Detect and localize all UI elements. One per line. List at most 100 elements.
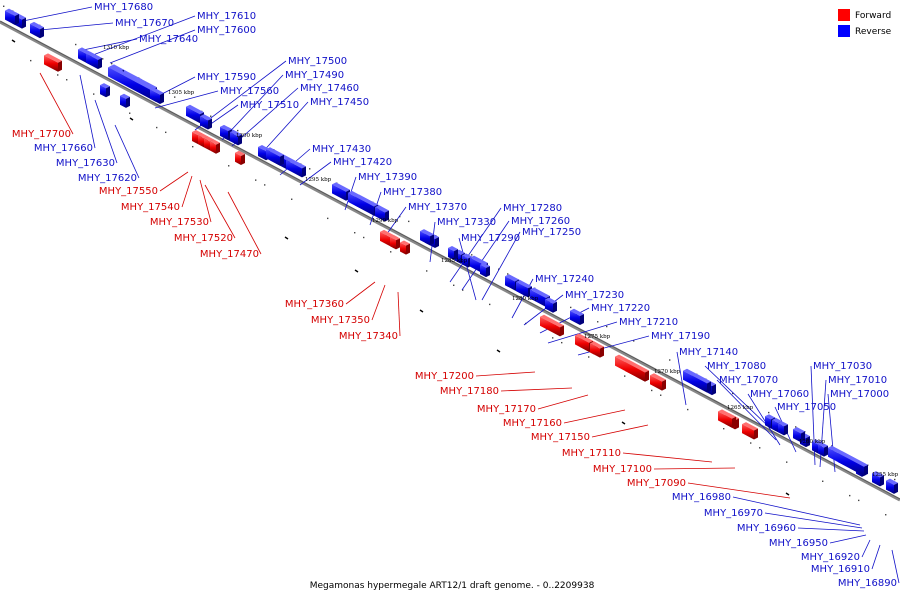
gene-label-mhy-17030: MHY_17030	[813, 361, 872, 372]
legend-reverse-swatch	[838, 25, 850, 37]
gene-label-mhy-16970: MHY_16970	[704, 508, 763, 519]
position-dot	[786, 461, 788, 463]
gene-label-mhy-17290: MHY_17290	[461, 233, 520, 244]
position-dot	[507, 273, 509, 275]
gene-block-mhy-17630	[100, 83, 110, 98]
gene-block-mhy-17660	[86, 51, 102, 70]
gene-block-mhy-17160	[615, 354, 649, 382]
position-dot	[210, 115, 212, 117]
position-dot	[111, 62, 113, 65]
position-dot	[174, 96, 176, 98]
gene-label-mhy-17210: MHY_17210	[619, 317, 678, 328]
connector-mhy-17280	[449, 207, 502, 283]
gene-block-mhy-17620	[120, 93, 130, 108]
gene-label-mhy-17060: MHY_17060	[750, 389, 809, 400]
gene-label-mhy-17640: MHY_17640	[139, 34, 198, 45]
gene-block-mhy-17140	[683, 368, 711, 393]
connector-mhy-17060	[747, 393, 781, 446]
connector-mhy-17680	[17, 6, 93, 23]
connector-mhy-17490	[221, 74, 284, 141]
gene-block-mhy-17280	[448, 245, 458, 261]
position-dot	[498, 268, 500, 270]
connector-mhy-16910	[871, 544, 881, 570]
gene-label-mhy-17460: MHY_17460	[300, 83, 359, 94]
gene-block	[886, 478, 898, 494]
connector-mhy-17090	[687, 482, 791, 499]
position-dot	[102, 58, 104, 60]
position-dot	[237, 129, 239, 132]
connector-mhy-17160	[563, 409, 626, 424]
connector-mhy-17660	[79, 74, 96, 149]
gene-label-mhy-17180: MHY_17180	[440, 386, 499, 397]
legend: Forward Reverse	[838, 9, 892, 37]
gene-block-mhy-17520	[210, 139, 220, 154]
gene-label-mhy-17220: MHY_17220	[591, 303, 650, 314]
gene-label-mhy-17200: MHY_17200	[415, 371, 474, 382]
connector-mhy-17180	[500, 387, 573, 392]
gene-label-mhy-17700: MHY_17700	[12, 129, 71, 140]
connector-mhy-17140	[676, 351, 687, 406]
gene-block-mhy-17250	[480, 262, 490, 278]
connector-mhy-17700	[39, 72, 74, 135]
gene-label-mhy-17390: MHY_17390	[358, 172, 417, 183]
position-dot	[462, 289, 464, 291]
gene-labels: MHY_17680MHY_17670MHY_17610MHY_17600MHY_…	[12, 2, 897, 589]
position-dot	[3, 5, 5, 7]
gene-block-mhy-17210	[545, 297, 557, 313]
gene-label-mhy-17520: MHY_17520	[174, 233, 233, 244]
gene-label-mhy-16960: MHY_16960	[737, 523, 796, 534]
gene-label-mhy-17090: MHY_17090	[627, 478, 686, 489]
tick-label-1265: 1265 kbp	[727, 405, 754, 411]
gene-label-mhy-17610: MHY_17610	[197, 11, 256, 22]
connector-mhy-16920	[861, 539, 871, 558]
position-dot	[894, 478, 896, 481]
position-dot	[471, 254, 473, 256]
gene-label-mhy-17050: MHY_17050	[777, 402, 836, 413]
connector-mhy-17340	[397, 291, 401, 337]
connector-mhy-16960	[797, 527, 865, 532]
gene-label-mhy-16890: MHY_16890	[838, 578, 897, 589]
gene-label-mhy-17680: MHY_17680	[94, 2, 153, 13]
gene-block-mhy-17200	[540, 314, 564, 337]
position-dot	[489, 303, 491, 306]
gene-label-mhy-17380: MHY_17380	[383, 187, 442, 198]
connector-mhy-17080	[704, 365, 771, 429]
gene-block-mhy-17670	[30, 21, 44, 39]
gene-label-mhy-17110: MHY_17110	[562, 448, 621, 459]
scale-ticks: 1310 kbp 1305 kbp 1300 kbp 1295 kbp 1290 kbp…	[103, 45, 899, 478]
gene-label-mhy-17080: MHY_17080	[707, 361, 766, 372]
connector-mhy-17420	[299, 161, 332, 186]
gene-label-mhy-17260: MHY_17260	[511, 216, 570, 227]
gene-block-mhy-17060	[778, 421, 788, 436]
gene-label-mhy-17230: MHY_17230	[565, 290, 624, 301]
gene-block-mhy-17010	[818, 442, 828, 457]
connector-mhy-17640	[82, 38, 138, 51]
gene-block-mhy-17430	[266, 147, 284, 166]
connector-mhy-17200	[475, 371, 536, 377]
position-dot	[390, 251, 392, 253]
backbone	[0, 20, 900, 502]
gene-label-mhy-17190: MHY_17190	[651, 331, 710, 342]
gene-blocks	[5, 8, 898, 494]
connector-mhy-17670	[39, 22, 114, 31]
connector-mhy-17520	[204, 184, 236, 239]
connector-mhy-17590	[159, 76, 196, 96]
position-dot	[849, 494, 851, 497]
position-dot	[264, 184, 266, 186]
gene-label-mhy-17100: MHY_17100	[593, 464, 652, 475]
gene-label-mhy-17000: MHY_17000	[830, 389, 889, 400]
gene-label-mhy-17600: MHY_17600	[197, 25, 256, 36]
position-dot	[732, 392, 734, 395]
position-dot	[588, 356, 590, 358]
position-dot	[597, 321, 599, 323]
gene-block-mhy-17370	[375, 205, 389, 222]
position-dot	[363, 236, 365, 239]
position-dot	[192, 145, 194, 148]
gene-block-mhy-17350	[390, 235, 400, 250]
gene-label-mhy-17350: MHY_17350	[311, 315, 370, 326]
gene-label-mhy-17150: MHY_17150	[531, 432, 590, 443]
connector-mhy-16970	[764, 512, 863, 529]
connector-mhy-17560	[154, 90, 219, 109]
